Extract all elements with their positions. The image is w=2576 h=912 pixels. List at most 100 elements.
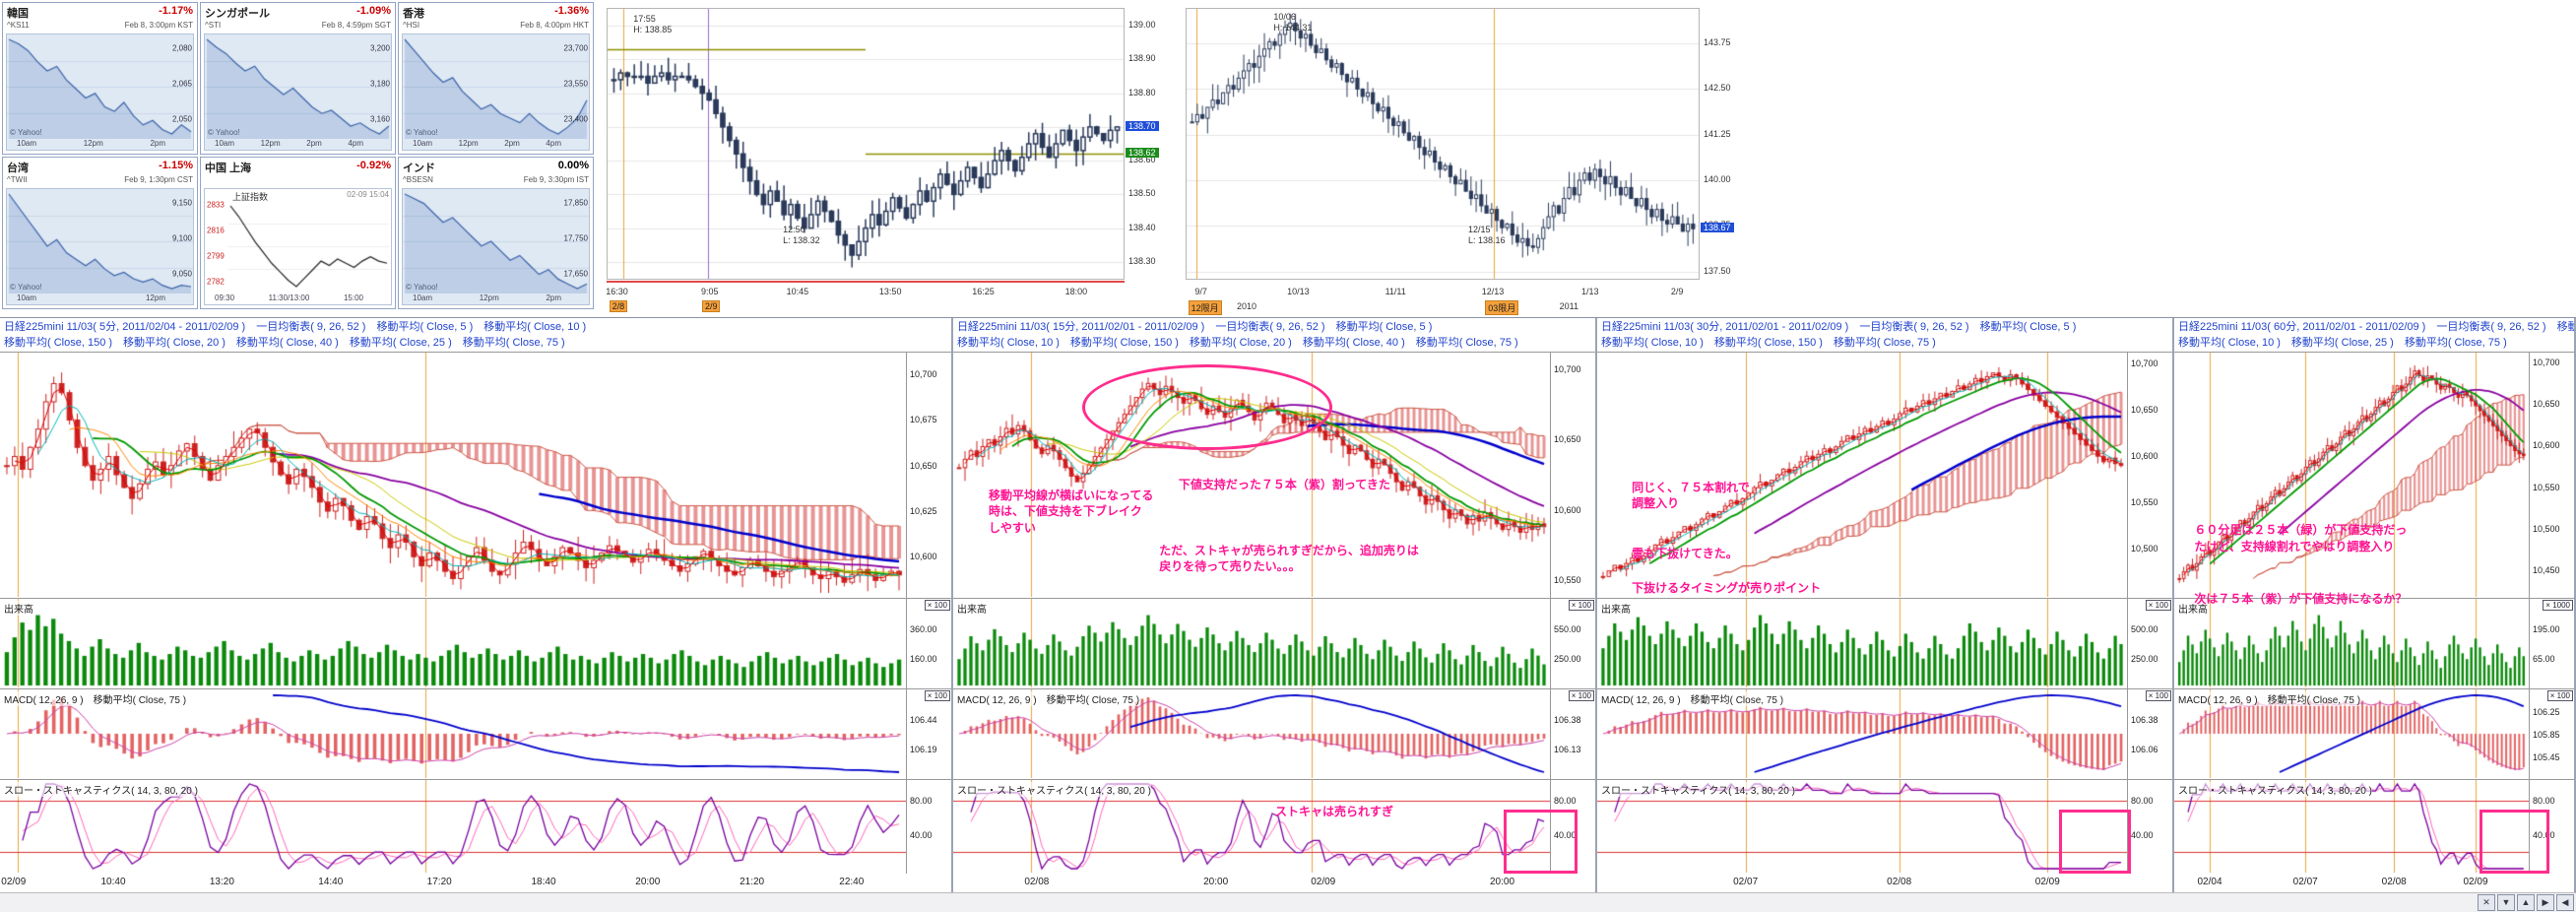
widget-header: シンガポール -1.09% [201, 3, 395, 21]
stoch-pane: 80.00 40.00 スロー・ストキャスティクス( 14, 3, 80, 20 ) [1597, 779, 2172, 874]
vol-chart-canvas[interactable] [1597, 599, 2127, 687]
x-axis-label: 9:05 [701, 287, 719, 296]
y-axis-tick: 10,550 [2131, 497, 2158, 508]
widget-y-tick: 17,850 [563, 198, 588, 208]
stoch-y-axis: 80.00 40.00 [906, 780, 951, 874]
widget-x-label: 12pm [458, 139, 479, 148]
vol-chart-canvas[interactable] [953, 599, 1550, 687]
widget-singapore[interactable]: シンガポール -1.09% 3,200 3,180 3,160 © Yahoo! 10am 1… [200, 2, 396, 155]
widget-x-labels: 10am 12pm 2pm 4pm [215, 139, 363, 150]
scroll-left-button[interactable]: ◀ [2556, 894, 2574, 911]
price-chart-canvas[interactable] [608, 9, 1124, 279]
y-axis-tick: 106.44 [910, 714, 937, 725]
y-axis-tick: 80.00 [2533, 796, 2555, 807]
widget-y-tick: 9,150 [171, 198, 192, 208]
scroll-right-button[interactable]: ▶ [2537, 894, 2554, 911]
widget-chart-canvas[interactable] [7, 34, 193, 139]
price-chart-canvas[interactable] [1597, 353, 2127, 597]
price-chart-canvas[interactable] [2174, 353, 2529, 597]
y-axis-tick: 105.85 [2533, 730, 2560, 740]
scroll-down-button[interactable]: ▼ [2497, 894, 2515, 911]
stochastics-label: スロー・ストキャスティクス( 14, 3, 80, 20 ) [957, 782, 1151, 797]
y-axis-tick: 10,675 [910, 415, 937, 425]
widget-symbol: ^HSI [403, 21, 420, 30]
x-axis-label: 02/07 [1733, 877, 1759, 887]
macd-pane: 106.44 106.19 × 100 MACD( 12, 26, 9 ) 移動平均(… [0, 688, 951, 779]
widget-y-tick: 2,050 [171, 114, 192, 124]
panel-header: 日経225mini 11/03( 30分, 2011/02/01 - 2011/… [1597, 318, 2172, 354]
widget-chart-canvas[interactable] [403, 189, 589, 293]
daily-futures-chart: 10/06 H: 144.31 12/15 L: 138.16 143.75 142.… [1182, 2, 1751, 315]
panel-title-line2: 移動平均( Close, 10 ) 移動平均( Close, 25 ) 移動平均… [2178, 337, 2507, 349]
widget-taiwan[interactable]: 台湾 -1.15% 9,150 9,100 9,050 © Yahoo! 10am 12pm ^… [2, 157, 198, 309]
x-axis-label: 02/08 [2381, 877, 2407, 887]
price-chart-canvas[interactable] [1187, 9, 1699, 279]
x-axis-label: 18:00 [1064, 287, 1088, 296]
high-label: 10/06 H: 144.31 [1273, 11, 1313, 33]
yahoo-watermark: © Yahoo! [406, 283, 438, 292]
widget-change: -1.36% [554, 5, 589, 17]
x-axis-label: 02/09 [1311, 877, 1336, 887]
hand-annotation: 同じく、７５本割れで 調整入り [1632, 480, 1750, 510]
y-axis-tick: 10,600 [1554, 504, 1581, 515]
y-axis-tick: 250.00 [2131, 654, 2158, 665]
widget-hongkong[interactable]: 香港 -1.36% 23,700 23,550 23,400 © Yahoo! 10am 12… [398, 2, 594, 155]
scale-badge: × 100 [2145, 690, 2171, 701]
close-button[interactable]: ✕ [2478, 894, 2495, 911]
scroll-up-button[interactable]: ▲ [2517, 894, 2535, 911]
y-axis-tick: 138.30 [1128, 255, 1156, 266]
hand-annotation: 下値支持だった７５本（紫）割ってきた [1178, 477, 1390, 491]
y-axis-tick: 10,650 [910, 460, 937, 471]
current-price-tag: 138.62 [1126, 148, 1159, 159]
panel-5min: 日経225mini 11/03( 5分, 2011/02/04 - 2011/0… [0, 318, 953, 893]
widget-subheader: ^HSI Feb 8, 4:00pm HKT [399, 21, 593, 30]
widget-y-tick: 3,180 [369, 79, 390, 89]
y-axis-tick: 106.38 [2131, 714, 2158, 725]
macd-label: MACD( 12, 26, 9 ) 移動平均( Close, 75 ) [1601, 691, 1784, 706]
x-axis-label: 02/07 [2292, 877, 2318, 887]
vol-pane: 360.00 160.00 × 100 出来高 [0, 598, 951, 688]
widget-x-labels: 10am 12pm 2pm [17, 139, 165, 150]
x-axis-label: 20:00 [1203, 877, 1229, 887]
macd-pane: 106.25 105.85 105.45 × 100 MACD( 12, 26, 9 )… [2174, 688, 2574, 779]
widget-chart-canvas[interactable] [403, 34, 589, 139]
widget-y-tick: 3,160 [369, 114, 390, 124]
widget-y-tick: 2816 [207, 226, 225, 235]
vol-chart-canvas[interactable] [2174, 599, 2529, 687]
widget-chart: 上証指数 02-09 15:04 2833 2816 2799 2782 09:30 11:3… [204, 188, 392, 305]
widget-korea[interactable]: 韓国 -1.17% 2,080 2,065 2,050 © Yahoo! 10am 12pm 2… [2, 2, 198, 155]
widget-x-labels: 09:30 11:30/13:00 15:00 [215, 293, 363, 304]
price-chart-canvas[interactable] [0, 353, 906, 597]
vol-pane: 500.00 250.00 × 100 出来高 [1597, 598, 2172, 688]
widget-india[interactable]: インド 0.00% 17,850 17,750 17,650 © Yahoo! 10am 12… [398, 157, 594, 309]
x-axis-label: 1/13 [1581, 287, 1599, 296]
x-axis-label: 02/04 [2197, 877, 2222, 887]
y-axis-tick: 10,600 [910, 552, 937, 562]
widget-shanghai[interactable]: 中国 上海 -0.92% 上証指数 02-09 15:04 2833 2816 2799 27… [200, 157, 396, 309]
chart-y-axis: 143.75142.50141.25140.00138.75137.50138.… [1700, 8, 1749, 280]
price-y-axis: 10,700 10,650 10,600 10,550 10,500 [2127, 353, 2172, 598]
highlight-rect [1504, 810, 1578, 874]
scale-badge: × 100 [924, 690, 950, 701]
y-axis-tick: 10,450 [2533, 565, 2560, 575]
bottom-toolbar: ◀ ▶ ▲ ▼ ✕ [0, 892, 2576, 912]
price-pane: 10,700 10,650 10,600 10,550 10,500 [1597, 352, 2172, 598]
x-axis-label: 14:40 [318, 877, 344, 887]
x-axis-label: 18:40 [531, 877, 556, 887]
volume-label: 出来高 [957, 601, 987, 616]
widget-chart-canvas[interactable] [7, 189, 193, 293]
widget-header: 韓国 -1.17% [3, 3, 197, 21]
widget-chart-canvas[interactable] [205, 34, 391, 139]
hand-annotation: ６０分足は２５本（緑）が下値支持だっ たけど、支持線割れでやはり調整入り [2194, 523, 2408, 554]
hand-annotation: 次は７５本（紫）が下値支持になるか？ [2194, 592, 2408, 607]
x-axis-label: 20:00 [635, 877, 661, 887]
widget-y-tick: 23,700 [563, 43, 588, 53]
vol-chart-canvas[interactable] [0, 599, 906, 687]
widget-y-tick: 2799 [207, 251, 225, 261]
y-axis-tick: 160.00 [910, 654, 937, 665]
vol-y-axis: 500.00 250.00 × 100 [2127, 599, 2172, 688]
x-axis-label: 02/08 [1887, 877, 1912, 887]
x-axis-label: 02/09 [2034, 877, 2060, 887]
volume-label: 出来高 [4, 601, 33, 616]
widget-chart-canvas[interactable] [228, 201, 389, 292]
